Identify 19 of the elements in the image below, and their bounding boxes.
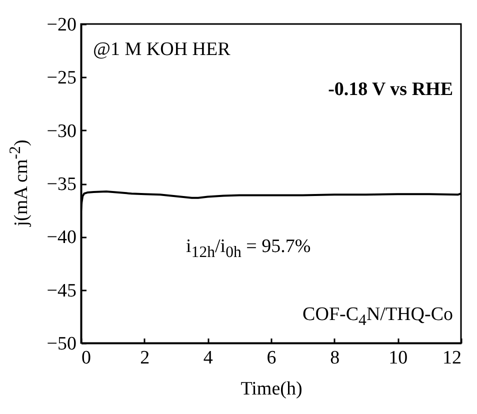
- x-tick-label: 0: [82, 348, 91, 368]
- x-tick-label: 8: [330, 348, 340, 368]
- x-axis-title: Time(h): [240, 378, 302, 400]
- y-tick-label: −25: [46, 68, 76, 89]
- x-tick-label: 10: [388, 348, 408, 368]
- x-tick-label: 2: [140, 348, 150, 368]
- y-tick-label: −35: [46, 174, 76, 195]
- annotation: -0.18 V vs RHE: [328, 79, 453, 101]
- y-tick-label: −45: [46, 280, 76, 302]
- y-tick-label: −30: [46, 120, 76, 142]
- y-tick-label: −20: [46, 14, 76, 36]
- x-tick-label: 4: [203, 348, 214, 368]
- annotation: i$_{12h}$/i$_{0h}$ = 95.7%: [186, 236, 311, 262]
- x-tick-label: 6: [266, 348, 276, 368]
- annotation: @1 M KOH HER: [93, 39, 230, 61]
- y-tick-label: −40: [46, 227, 76, 248]
- y-tick-label: −50: [46, 334, 76, 354]
- x-tick-label: 12: [442, 348, 462, 368]
- annotation: COF-C$_{4}$N/THQ-Co: [302, 304, 453, 330]
